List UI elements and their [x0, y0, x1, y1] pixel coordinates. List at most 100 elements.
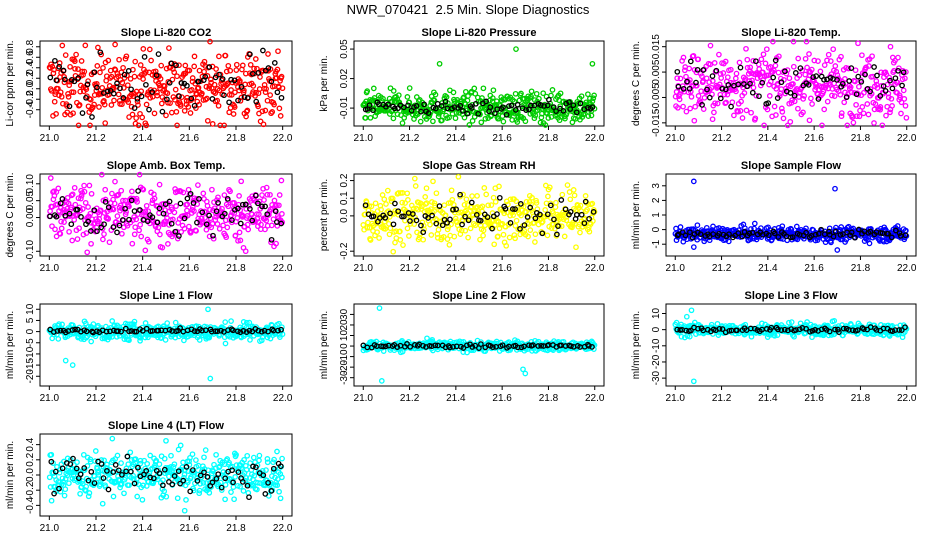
data-point	[589, 98, 596, 105]
data-point	[121, 490, 127, 497]
data-point	[210, 232, 216, 239]
data-point	[156, 181, 163, 188]
data-point	[448, 187, 455, 194]
data-point	[483, 98, 489, 105]
data-point	[73, 51, 79, 58]
data-point	[463, 196, 470, 203]
data-point	[483, 191, 490, 198]
data-point	[148, 57, 154, 64]
data-point	[404, 94, 411, 100]
data-point	[677, 224, 684, 230]
data-point	[391, 105, 398, 112]
data-point	[233, 67, 240, 73]
data-point	[707, 42, 714, 49]
data-point	[265, 65, 272, 71]
x-tick-label: 21.8	[226, 393, 246, 404]
data-point	[558, 197, 565, 203]
data-point	[407, 220, 414, 227]
data-point	[573, 109, 580, 116]
data-point	[578, 93, 585, 100]
data-point	[458, 227, 465, 234]
data-point	[479, 203, 486, 210]
data-point	[675, 104, 681, 111]
data-point	[779, 108, 786, 115]
data-point	[880, 83, 887, 89]
series-selected	[362, 96, 596, 118]
data-point	[182, 62, 189, 69]
data-point	[680, 85, 687, 92]
data-point	[101, 231, 107, 237]
data-point	[846, 78, 853, 84]
outlier-point	[62, 357, 69, 364]
data-point	[127, 449, 134, 456]
data-point	[444, 236, 451, 242]
outlier-point	[832, 185, 838, 192]
data-point	[108, 102, 115, 108]
data-point	[214, 97, 221, 104]
data-point	[257, 118, 264, 125]
data-point	[278, 177, 285, 184]
data-point	[85, 218, 91, 225]
data-point	[490, 87, 497, 94]
data-point	[790, 81, 796, 87]
data-point	[215, 194, 221, 201]
data-point	[71, 184, 78, 191]
data-point	[75, 122, 82, 129]
data-point	[267, 92, 274, 98]
data-point	[900, 69, 907, 76]
data-point	[268, 78, 275, 85]
data-point	[128, 197, 135, 204]
data-point	[903, 114, 910, 121]
data-point	[782, 68, 788, 75]
data-point	[268, 222, 275, 229]
y-axis-label: ml/min per min.	[5, 311, 16, 379]
data-point	[709, 73, 716, 79]
data-point	[887, 77, 893, 84]
data-point	[84, 249, 91, 256]
data-point	[392, 239, 398, 246]
data-point	[212, 74, 219, 81]
data-point	[862, 71, 868, 78]
data-point	[383, 201, 389, 207]
data-point	[452, 115, 459, 122]
data-point	[802, 71, 809, 78]
data-point	[571, 192, 578, 199]
data-point	[260, 47, 266, 54]
data-point	[856, 113, 863, 120]
x-tick-label: 22.0	[273, 133, 293, 144]
data-point	[108, 73, 115, 80]
data-point	[546, 96, 552, 103]
data-point	[272, 208, 279, 215]
data-point	[83, 230, 90, 236]
data-point	[58, 225, 65, 232]
data-point	[686, 85, 693, 92]
data-point	[81, 182, 87, 189]
data-point	[173, 62, 179, 69]
data-point	[142, 69, 149, 75]
data-point	[86, 182, 93, 189]
data-point	[133, 216, 140, 223]
data-point	[134, 95, 141, 102]
data-point	[756, 66, 763, 72]
data-point	[229, 217, 235, 223]
data-point	[235, 205, 241, 212]
data-point	[235, 97, 241, 104]
data-point	[109, 318, 116, 324]
data-point	[491, 110, 498, 117]
data-point	[817, 68, 824, 75]
data-point	[371, 95, 378, 101]
data-point	[899, 82, 905, 89]
data-point	[500, 231, 507, 238]
data-point	[184, 207, 190, 214]
data-point	[102, 196, 109, 203]
x-tick-label: 21.8	[539, 133, 559, 144]
y-tick-label: 0.02	[339, 68, 350, 88]
data-point	[237, 237, 244, 244]
data-point	[211, 81, 218, 88]
data-point	[156, 205, 163, 212]
data-point	[232, 206, 238, 213]
data-point	[92, 448, 99, 454]
y-tick-label: -0.2	[25, 481, 36, 499]
data-point	[805, 82, 812, 88]
